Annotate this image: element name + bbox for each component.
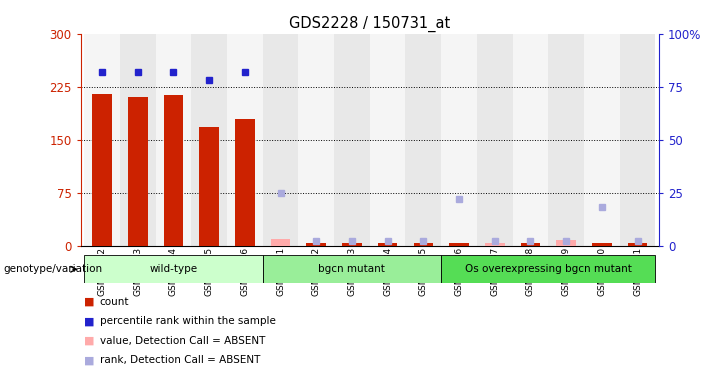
Text: ■: ■ (84, 316, 95, 326)
Bar (548, 34, 584, 246)
Bar (441, 255, 655, 283)
Bar (334, 34, 370, 246)
Title: GDS2228 / 150731_at: GDS2228 / 150731_at (289, 16, 451, 32)
Bar (199, 127, 219, 246)
Text: ■: ■ (84, 336, 95, 346)
Text: Os overexpressing bgcn mutant: Os overexpressing bgcn mutant (465, 264, 632, 274)
Bar (227, 34, 263, 246)
Bar (342, 243, 362, 246)
Bar (163, 95, 183, 246)
Bar (521, 243, 540, 246)
Bar (271, 238, 290, 246)
Bar (557, 240, 576, 246)
Bar (584, 34, 620, 246)
Bar (512, 34, 548, 246)
Bar (263, 34, 299, 246)
Bar (156, 34, 191, 246)
Bar (620, 34, 655, 246)
Text: rank, Detection Call = ABSENT: rank, Detection Call = ABSENT (100, 356, 260, 365)
Text: value, Detection Call = ABSENT: value, Detection Call = ABSENT (100, 336, 265, 346)
Bar (370, 34, 405, 246)
Bar (84, 34, 120, 246)
Bar (441, 34, 477, 246)
Bar (477, 34, 512, 246)
Bar (128, 98, 147, 246)
Bar (93, 94, 112, 246)
Bar (306, 243, 326, 246)
Bar (592, 243, 612, 246)
Bar (235, 118, 254, 246)
Text: genotype/variation: genotype/variation (4, 264, 102, 274)
Text: ■: ■ (84, 297, 95, 307)
Bar (627, 243, 647, 246)
Bar (263, 255, 441, 283)
Bar (299, 34, 334, 246)
Text: bgcn mutant: bgcn mutant (318, 264, 386, 274)
Bar (405, 34, 441, 246)
Text: wild-type: wild-type (149, 264, 198, 274)
Text: count: count (100, 297, 129, 307)
Bar (378, 243, 397, 246)
Bar (414, 243, 433, 246)
Bar (84, 255, 263, 283)
Bar (120, 34, 156, 246)
Text: ■: ■ (84, 356, 95, 365)
Text: percentile rank within the sample: percentile rank within the sample (100, 316, 275, 326)
Bar (449, 243, 469, 246)
Bar (191, 34, 227, 246)
Bar (485, 243, 505, 246)
